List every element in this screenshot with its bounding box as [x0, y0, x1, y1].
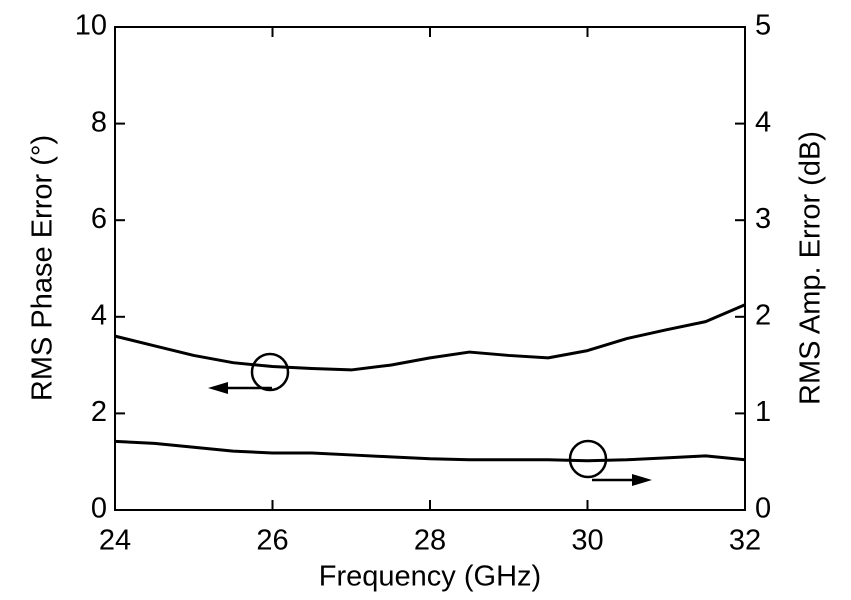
y2-tick-label: 0 [755, 493, 771, 525]
y-tick-label: 8 [91, 106, 107, 138]
y-tick-label: 6 [91, 203, 107, 235]
y-tick-label: 0 [91, 493, 107, 525]
series-line [114, 439, 746, 463]
y-axis-label: RMS Phase Error (°) [27, 135, 59, 401]
x-axis-label: Frequency (GHz) [319, 561, 541, 593]
y2-tick-label: 4 [755, 106, 771, 138]
x-tick-label: 28 [414, 525, 446, 557]
series-line [114, 303, 746, 372]
y-tick-label: 2 [91, 396, 107, 428]
x-tick-label: 24 [99, 525, 131, 557]
y2-tick-label: 1 [755, 396, 771, 428]
x-tick-label: 32 [729, 525, 761, 557]
y-tick-label: 10 [75, 10, 107, 42]
annotation-left [208, 352, 290, 394]
annotation-right [568, 439, 652, 486]
x-tick-label: 26 [256, 525, 288, 557]
plot-frame [114, 26, 746, 511]
y-tick-label: 4 [91, 299, 107, 331]
x-tick-label: 30 [571, 525, 603, 557]
y2-axis-label: RMS Amp. Error (dB) [795, 131, 827, 405]
y2-tick-label: 3 [755, 203, 771, 235]
y2-tick-label: 2 [755, 299, 771, 331]
y2-tick-label: 5 [755, 10, 771, 42]
